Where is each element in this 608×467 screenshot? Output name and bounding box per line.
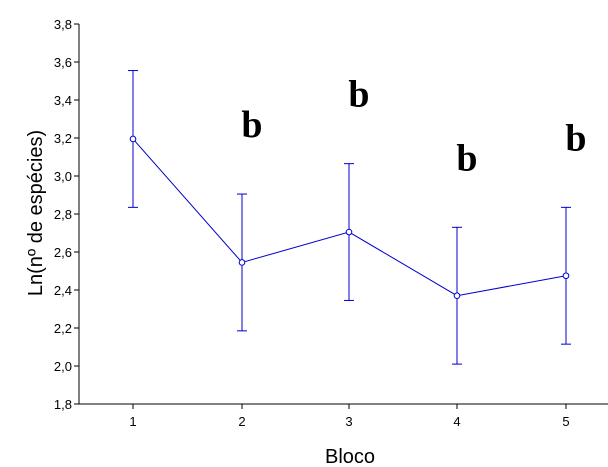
y-tick-label: 2,4 <box>54 283 72 298</box>
y-tick-label: 3,4 <box>54 93 72 108</box>
y-tick-label: 1,8 <box>54 397 72 412</box>
significance-letters: abbbb <box>241 74 586 180</box>
y-tick-label: 2,8 <box>54 207 72 222</box>
x-tick-label: 4 <box>453 414 460 429</box>
significance-letter: b <box>565 117 586 159</box>
y-tick-label: 3,2 <box>54 131 72 146</box>
x-axis-label: Bloco <box>325 446 375 467</box>
y-tick-label: 2,0 <box>54 359 72 374</box>
significance-letter: b <box>241 104 262 146</box>
x-tick-label: 5 <box>562 414 569 429</box>
significance-letter: b <box>348 74 369 116</box>
data-points <box>129 135 570 300</box>
y-tick-label: 2,2 <box>54 321 72 336</box>
data-point <box>345 228 353 236</box>
y-axis-label: Ln(nº de espécies) <box>25 130 47 296</box>
x-ticks: 1 2 3 4 5 <box>129 404 570 429</box>
data-point <box>238 259 246 266</box>
x-tick-label: 2 <box>238 414 245 429</box>
data-point <box>453 292 461 300</box>
axes <box>78 24 608 405</box>
x-tick-label: 1 <box>129 414 136 429</box>
y-tick-label: 2,6 <box>54 245 72 260</box>
y-tick-label: 3,0 <box>54 169 72 184</box>
y-tick-label: 3,6 <box>54 55 72 70</box>
data-point <box>129 135 137 143</box>
x-tick-label: 3 <box>345 414 352 429</box>
y-ticks: 1,8 2,0 2,2 2,4 2,6 2,8 3,0 3,2 3,4 3,6 3,8 <box>54 17 79 412</box>
y-tick-label: 3,8 <box>54 17 72 32</box>
significance-letter: b <box>456 137 477 179</box>
data-point <box>562 272 570 280</box>
